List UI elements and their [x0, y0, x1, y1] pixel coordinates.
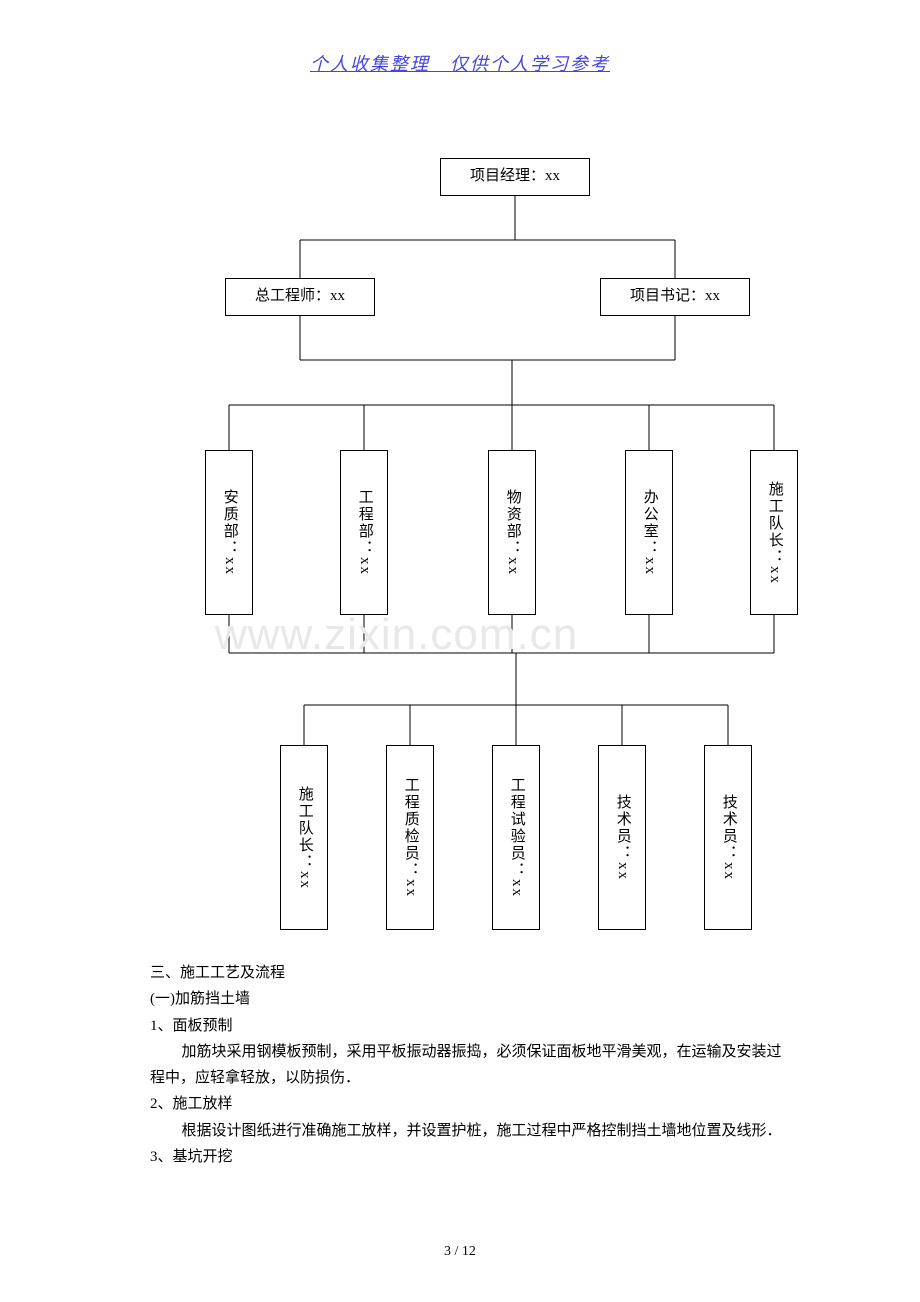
node-office: 办公室：xx — [625, 450, 673, 615]
node-test-inspector: 工程试验员：xx — [492, 745, 540, 930]
heading-item-1: 1、面板预制 — [150, 1013, 790, 1039]
node-materials-dept: 物资部：xx — [488, 450, 536, 615]
node-team-leader-2: 施工队长：xx — [280, 745, 328, 930]
body-text: 三、施工工艺及流程 (一)加筋挡土墙 1、面板预制 加筋块采用钢模板预制，采用平… — [150, 960, 790, 1170]
page-footer: 3 / 12 — [0, 1244, 920, 1260]
node-team-leader: 施工队长：xx — [750, 450, 798, 615]
page-header: 个人收集整理 仅供个人学习参考 — [0, 50, 920, 76]
heading-sub-1: (一)加筋挡土墙 — [150, 986, 790, 1012]
heading-item-2: 2、施工放样 — [150, 1091, 790, 1117]
para-1: 加筋块采用钢模板预制，采用平板振动器振捣，必须保证面板地平滑美观，在运输及安装过… — [150, 1039, 790, 1092]
heading-section-3: 三、施工工艺及流程 — [150, 960, 790, 986]
node-project-secretary: 项目书记：xx — [600, 278, 750, 316]
org-chart: www.zixin.com.cn 项目经理：xx 总工程师：xx 项目书记：xx… — [130, 150, 810, 940]
node-chief-engineer: 总工程师：xx — [225, 278, 375, 316]
heading-item-3: 3、基坑开挖 — [150, 1144, 790, 1170]
node-qc-inspector: 工程质检员：xx — [386, 745, 434, 930]
node-technician-2: 技术员：xx — [704, 745, 752, 930]
node-project-manager: 项目经理：xx — [440, 158, 590, 196]
node-technician-1: 技术员：xx — [598, 745, 646, 930]
node-engineering-dept: 工程部：xx — [340, 450, 388, 615]
node-safety-dept: 安质部：xx — [205, 450, 253, 615]
para-2: 根据设计图纸进行准确施工放样，并设置护桩，施工过程中严格控制挡土墙地位置及线形． — [150, 1118, 790, 1144]
